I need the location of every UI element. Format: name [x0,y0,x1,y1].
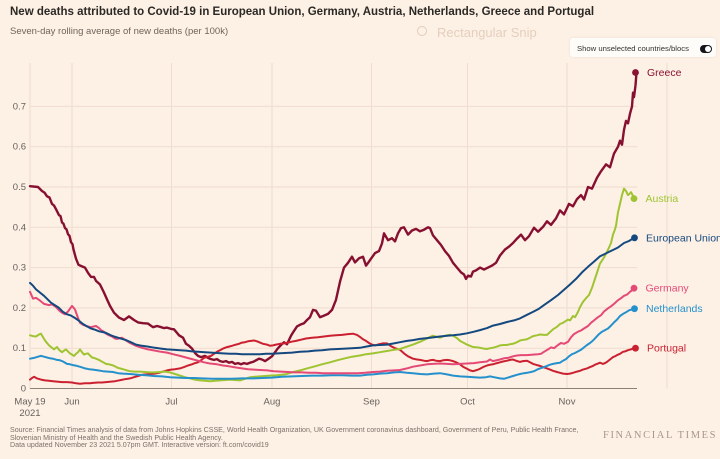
svg-text:Aug: Aug [264,397,281,408]
svg-text:Portugal: Portugal [647,343,686,355]
svg-text:0: 0 [21,384,26,395]
svg-text:2021: 2021 [19,408,40,419]
svg-text:Jul: Jul [165,397,177,408]
svg-text:0.6: 0.6 [13,142,26,153]
svg-text:Jun: Jun [64,397,79,408]
svg-text:0.4: 0.4 [13,222,26,233]
svg-text:Sep: Sep [363,397,380,408]
svg-text:Oct: Oct [460,397,475,408]
svg-text:European Union: European Union [646,232,720,244]
svg-text:Nov: Nov [559,397,576,408]
svg-text:Netherlands: Netherlands [646,303,703,315]
svg-text:May 19: May 19 [14,397,45,408]
svg-text:Austria: Austria [646,193,679,205]
svg-text:Greece: Greece [647,67,682,79]
svg-text:0.2: 0.2 [13,303,26,314]
svg-text:0.1: 0.1 [13,343,26,354]
svg-text:0.7: 0.7 [13,101,26,112]
svg-text:0.5: 0.5 [13,182,26,193]
svg-text:0.3: 0.3 [13,263,26,274]
svg-text:Germany: Germany [646,283,690,295]
